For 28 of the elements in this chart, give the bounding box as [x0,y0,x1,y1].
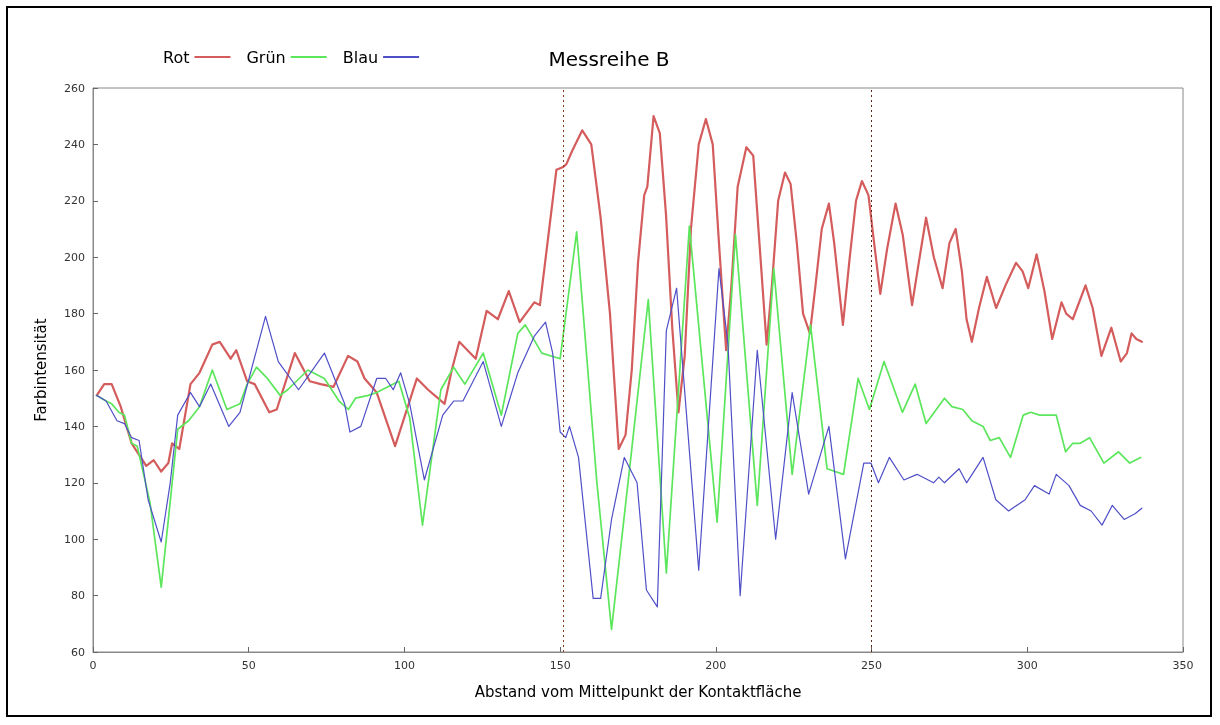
legend-label: Grün [246,47,286,67]
x-axis-title: Abstand vom Mittelpunkt der Kontaktfläche [474,682,802,701]
legend-label: Rot [162,47,190,67]
line-series [95,115,1143,473]
y-tick-label: 260 [64,81,85,95]
y-axis-title: Farbintensität [31,318,50,422]
line-series [95,225,1142,631]
y-tick-label: 140 [64,419,85,433]
x-tick-label: 150 [549,659,571,672]
x-tick-label: 250 [861,659,883,672]
y-tick-label: 60 [71,645,85,659]
x-tick-label: 50 [241,659,256,672]
y-tick-label: 160 [64,363,85,377]
line-series [96,267,1143,608]
x-tick-label: 200 [705,659,727,672]
legend-label: Blau [342,47,379,67]
y-tick-label: 240 [64,137,85,151]
y-tick-label: 180 [64,307,85,321]
y-tick-label: 100 [64,532,85,546]
x-tick-label: 300 [1016,659,1038,672]
x-tick-label: 100 [393,659,415,672]
chart-title: Messreihe B [548,47,670,71]
x-tick-label: 350 [1172,659,1194,672]
y-tick-label: 220 [64,194,85,208]
y-tick-label: 80 [71,589,85,603]
y-tick-label: 120 [64,476,85,490]
y-tick-label: 200 [64,250,85,264]
x-tick-label: 0 [89,659,97,672]
